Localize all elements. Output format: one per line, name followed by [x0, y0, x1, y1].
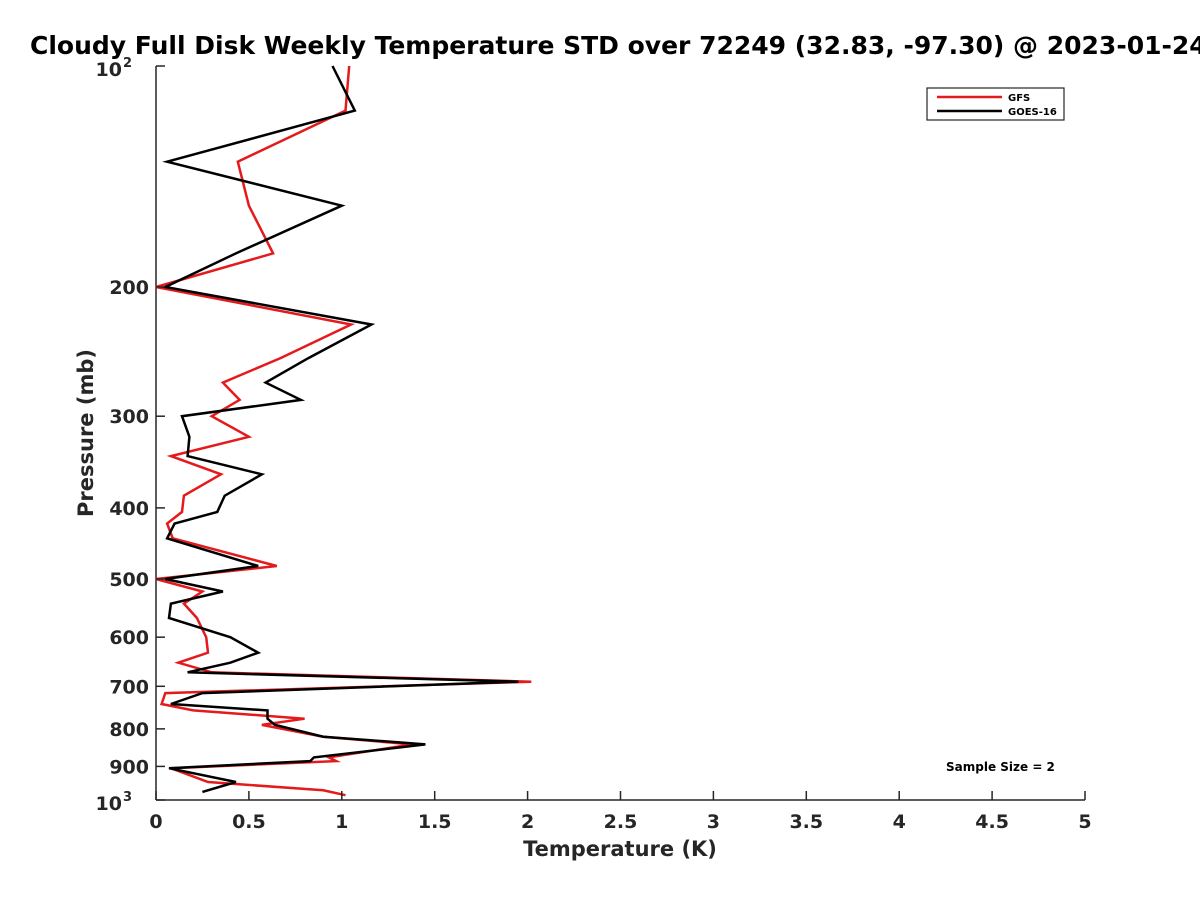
y-tick-exponent: 3: [123, 790, 132, 805]
chart-title: Cloudy Full Disk Weekly Temperature STD …: [30, 31, 1200, 60]
x-tick-label: 4.5: [975, 811, 1009, 833]
x-tick-label: 4: [893, 811, 906, 833]
y-tick-label: 400: [109, 498, 149, 520]
x-tick-label: 0.5: [232, 811, 266, 833]
series-layer: [155, 65, 532, 797]
x-tick-label: 0: [149, 811, 162, 833]
x-tick-label: 2: [521, 811, 534, 833]
y-tick-exponent: 2: [123, 56, 132, 71]
x-ticks: 0 0.5 1 1.5 2 2.5 3 3.5 4 4.5 5: [149, 791, 1092, 833]
legend-label-gfs: GFS: [1008, 93, 1030, 104]
y-tick-label: 10: [96, 59, 122, 81]
series-line-gfs: [155, 65, 532, 797]
legend-box: [926, 87, 1065, 121]
y-tick-label: 600: [109, 627, 149, 649]
legend: GFS GOES-16: [926, 87, 1065, 121]
y-tick-label: 200: [109, 277, 149, 299]
y-tick-label: 500: [109, 569, 149, 591]
plot-area: [155, 65, 1085, 801]
x-axis-label: Temperature (K): [523, 837, 717, 861]
y-tick-label: 900: [109, 756, 149, 778]
y-tick-label: 700: [109, 676, 149, 698]
y-tick-label: 300: [109, 406, 149, 428]
x-tick-label: 3.5: [789, 811, 823, 833]
series-line-goes-16: [161, 65, 519, 794]
y-tick-label: 10: [96, 793, 122, 815]
sample-size-annotation: Sample Size = 2: [946, 760, 1055, 774]
x-tick-label: 1: [335, 811, 348, 833]
y-axis-label: Pressure (mb): [74, 349, 98, 517]
y-tick-label: 800: [109, 719, 149, 741]
x-tick-label: 2.5: [604, 811, 638, 833]
legend-label-goes16: GOES-16: [1008, 107, 1057, 118]
x-tick-label: 5: [1078, 811, 1091, 833]
x-tick-label: 1.5: [418, 811, 452, 833]
x-tick-label: 3: [707, 811, 720, 833]
